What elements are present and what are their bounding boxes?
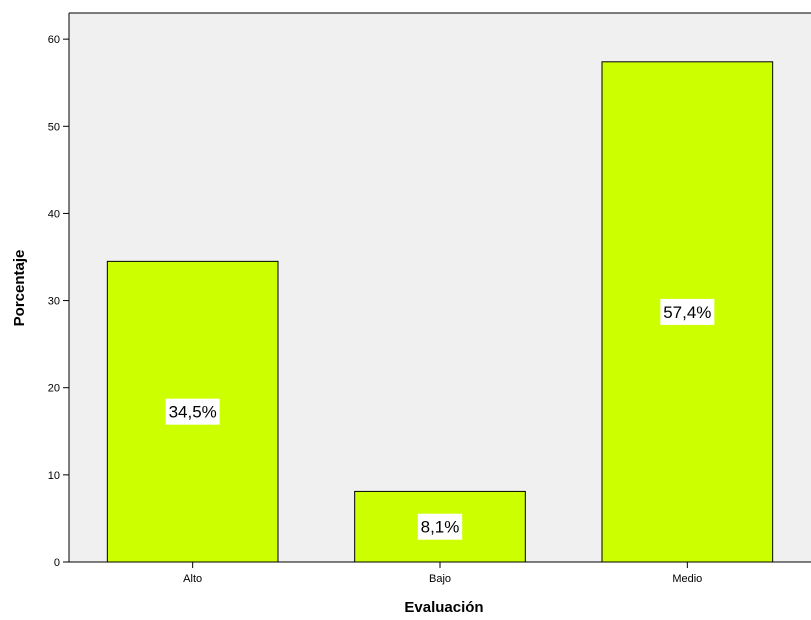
x-axis-title: Evaluación	[404, 599, 483, 616]
y-tick-label: 50	[48, 121, 60, 133]
x-tick-label-bajo: Bajo	[429, 573, 451, 585]
y-tick-label: 0	[54, 557, 60, 569]
y-tick-label: 20	[48, 383, 60, 395]
data-label-medio: 57,4%	[663, 303, 711, 322]
y-tick-label: 30	[48, 296, 60, 308]
x-axis-categories: Alto Bajo Medio	[183, 562, 702, 585]
y-tick-label: 60	[48, 34, 60, 46]
y-tick-label: 40	[48, 208, 60, 220]
data-labels: 34,5% 8,1% 57,4%	[165, 298, 715, 540]
data-label-box	[165, 398, 220, 425]
x-tick-label-medio: Medio	[672, 573, 702, 585]
y-axis-title: Porcentaje	[11, 250, 28, 327]
y-axis-ticks: 0 10 20 30 40 50 60	[48, 34, 69, 569]
x-tick-label-alto: Alto	[183, 573, 202, 585]
data-label-box	[660, 298, 715, 325]
y-tick-label: 10	[48, 470, 60, 482]
data-label-box	[417, 513, 463, 540]
data-label-bajo: 8,1%	[421, 518, 460, 537]
data-label-alto: 34,5%	[169, 403, 217, 422]
